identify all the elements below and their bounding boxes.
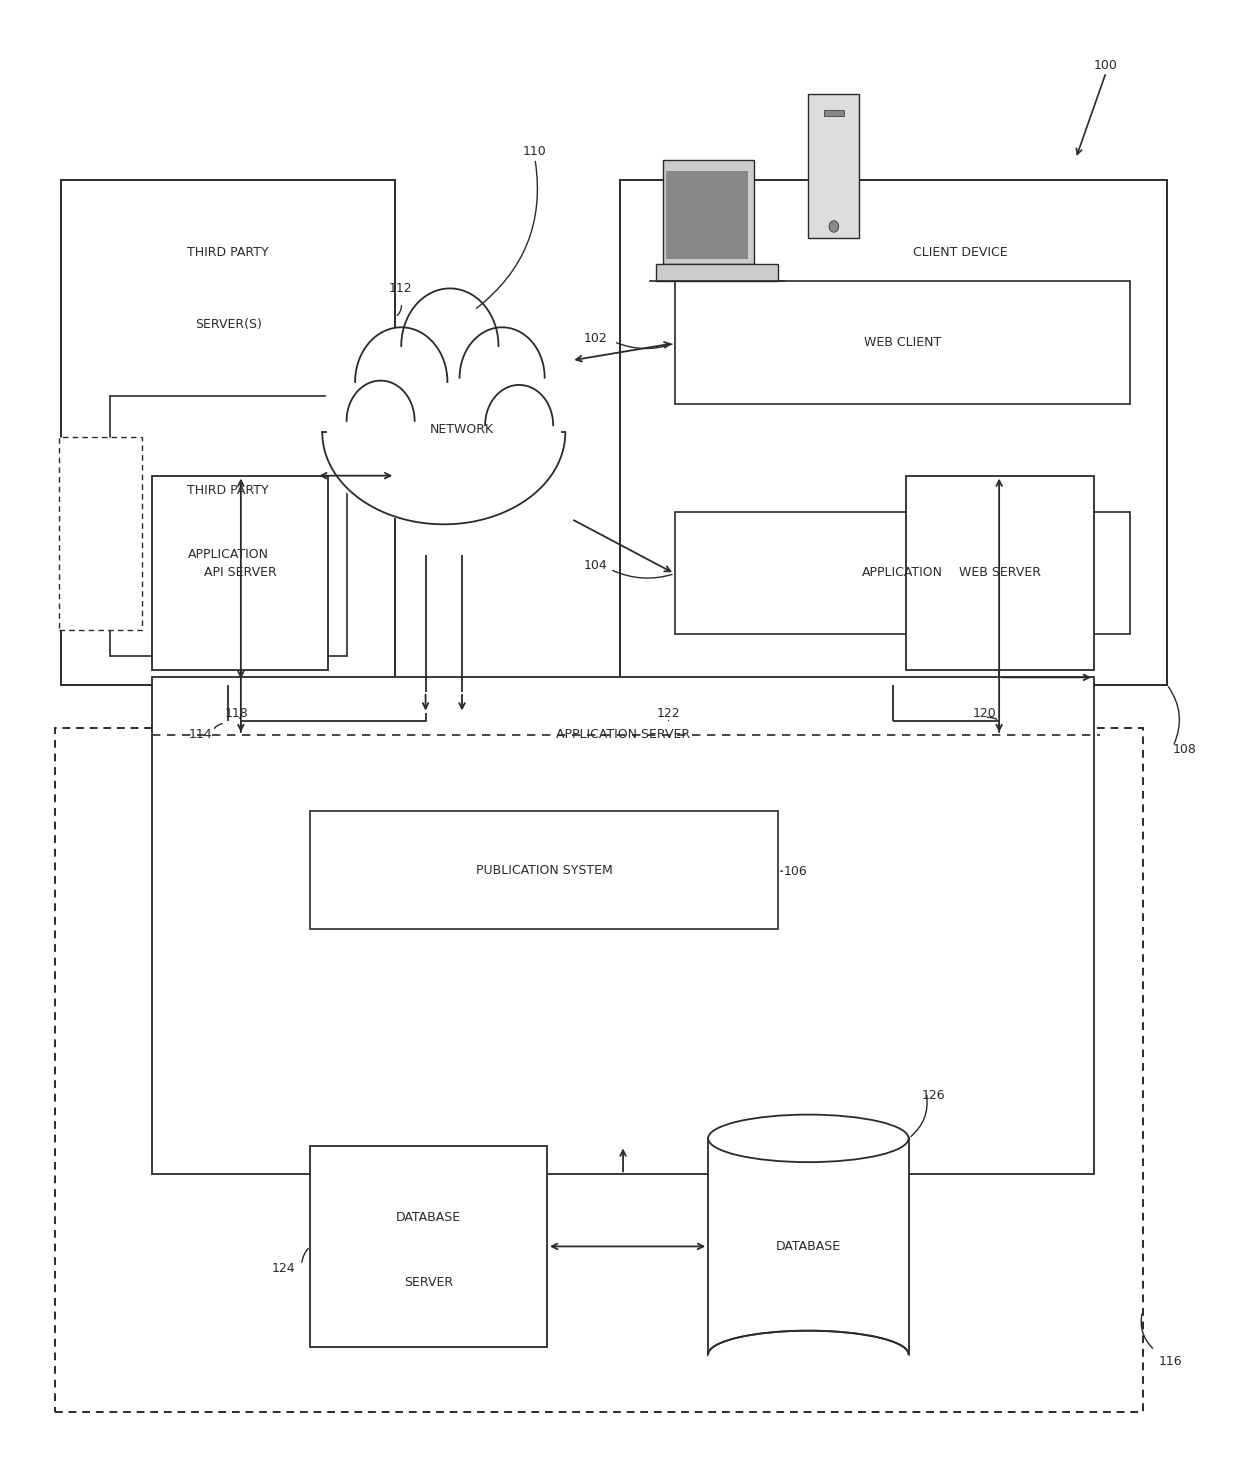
Bar xyxy=(675,281,1131,404)
Circle shape xyxy=(108,612,115,620)
Text: 104: 104 xyxy=(584,559,608,572)
Circle shape xyxy=(64,612,72,620)
Circle shape xyxy=(108,532,115,541)
Circle shape xyxy=(94,451,102,460)
Circle shape xyxy=(64,504,72,513)
Circle shape xyxy=(108,585,115,594)
Bar xyxy=(61,550,140,573)
Text: 122: 122 xyxy=(656,707,680,720)
Bar xyxy=(153,678,1094,1175)
Bar xyxy=(666,171,748,259)
Text: WEB CLIENT: WEB CLIENT xyxy=(864,337,941,348)
Bar xyxy=(61,497,140,520)
Text: APPLICATION SERVER: APPLICATION SERVER xyxy=(556,729,691,741)
Circle shape xyxy=(830,220,838,232)
Ellipse shape xyxy=(708,1114,909,1163)
Circle shape xyxy=(108,559,115,567)
Circle shape xyxy=(79,451,87,460)
Circle shape xyxy=(402,288,498,404)
Text: 124: 124 xyxy=(272,1261,295,1274)
Text: 102: 102 xyxy=(584,332,608,345)
Bar xyxy=(310,1145,547,1347)
Ellipse shape xyxy=(708,1330,909,1379)
Circle shape xyxy=(346,381,414,462)
Text: NETWORK: NETWORK xyxy=(430,423,494,437)
Circle shape xyxy=(108,478,115,487)
Text: 116: 116 xyxy=(1158,1355,1182,1369)
Bar xyxy=(905,476,1094,670)
Text: SERVER(S): SERVER(S) xyxy=(195,318,262,331)
Text: 112: 112 xyxy=(389,282,413,295)
Text: THIRD PARTY: THIRD PARTY xyxy=(187,484,269,497)
Text: APPLICATION: APPLICATION xyxy=(862,566,944,579)
Circle shape xyxy=(79,504,87,513)
Bar xyxy=(153,476,329,670)
Bar xyxy=(675,512,1131,634)
Circle shape xyxy=(460,328,544,428)
Bar xyxy=(808,94,859,238)
Bar xyxy=(55,728,1142,1413)
Text: 108: 108 xyxy=(1173,742,1197,756)
Bar xyxy=(109,397,346,656)
Circle shape xyxy=(79,612,87,620)
Bar xyxy=(58,437,143,629)
Text: DATABASE: DATABASE xyxy=(776,1239,841,1252)
Circle shape xyxy=(108,451,115,460)
Text: 106: 106 xyxy=(784,866,807,879)
Text: 118: 118 xyxy=(224,707,249,720)
Circle shape xyxy=(108,504,115,513)
Bar xyxy=(61,576,140,600)
Text: CLIENT DEVICE: CLIENT DEVICE xyxy=(913,245,1008,259)
Bar xyxy=(61,603,140,628)
Circle shape xyxy=(79,478,87,487)
Text: APPLICATION: APPLICATION xyxy=(187,548,269,562)
Bar xyxy=(656,265,777,281)
Circle shape xyxy=(64,559,72,567)
Circle shape xyxy=(94,612,102,620)
Circle shape xyxy=(94,504,102,513)
Bar xyxy=(61,442,140,466)
Circle shape xyxy=(94,478,102,487)
Text: PUBLICATION SYSTEM: PUBLICATION SYSTEM xyxy=(476,864,613,878)
Circle shape xyxy=(355,328,448,437)
Circle shape xyxy=(94,532,102,541)
Text: 126: 126 xyxy=(921,1089,945,1101)
Text: 110: 110 xyxy=(523,146,547,159)
Text: WEB SERVER: WEB SERVER xyxy=(959,566,1040,579)
Circle shape xyxy=(94,585,102,594)
Bar xyxy=(61,181,396,685)
Text: DATABASE: DATABASE xyxy=(396,1211,461,1225)
Bar xyxy=(310,811,777,929)
Bar xyxy=(708,1354,909,1382)
Circle shape xyxy=(94,559,102,567)
Bar xyxy=(708,1138,909,1354)
Circle shape xyxy=(79,559,87,567)
Text: API SERVER: API SERVER xyxy=(203,566,277,579)
Bar xyxy=(620,181,1167,685)
Circle shape xyxy=(64,451,72,460)
Bar xyxy=(662,160,754,265)
Text: 120: 120 xyxy=(972,707,996,720)
Circle shape xyxy=(64,532,72,541)
Circle shape xyxy=(79,585,87,594)
Bar xyxy=(61,469,140,494)
Text: 100: 100 xyxy=(1094,59,1117,72)
Ellipse shape xyxy=(316,341,572,525)
Circle shape xyxy=(64,478,72,487)
Bar xyxy=(61,523,140,547)
Text: THIRD PARTY: THIRD PARTY xyxy=(187,245,269,259)
Text: SERVER: SERVER xyxy=(404,1276,453,1289)
Circle shape xyxy=(485,385,553,466)
Text: 114: 114 xyxy=(188,729,212,741)
Circle shape xyxy=(64,585,72,594)
Bar xyxy=(823,110,844,116)
Circle shape xyxy=(79,532,87,541)
